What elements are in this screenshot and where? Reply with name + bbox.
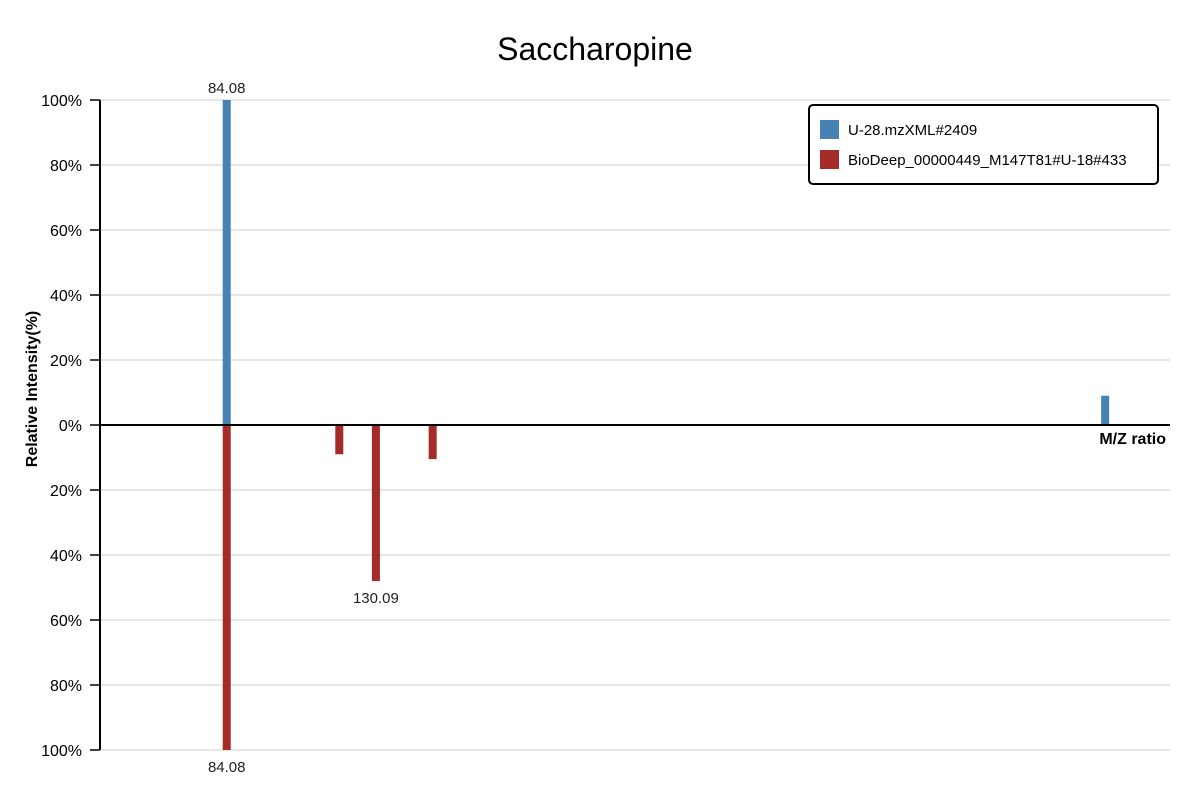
peak-bars <box>222 100 1110 750</box>
peak-bar-series-1 <box>222 100 231 425</box>
y-tick-label: 80% <box>50 678 82 695</box>
legend: U-28.mzXML#2409 BioDeep_00000449_M147T81… <box>808 104 1159 185</box>
labels: 100% 80% 60% 40% 20% 0% 20% 40% 60% 80% 100% 84.08 8… <box>41 80 399 776</box>
peak-label: 84.08 <box>208 80 246 97</box>
legend-label-series-1: U-28.mzXML#2409 <box>848 122 977 139</box>
y-tick-label: 20% <box>50 353 82 370</box>
peak-label: 84.08 <box>208 759 246 776</box>
x-axis-label: M/Z ratio <box>1099 431 1166 448</box>
y-axis-label: Relative Intensity(%) <box>24 311 41 467</box>
legend-swatch-series-2 <box>820 150 839 169</box>
peak-bar-series-2 <box>371 425 380 581</box>
legend-label-series-2: BioDeep_00000449_M147T81#U-18#433 <box>848 152 1127 169</box>
peak-bar-series-2 <box>428 425 437 460</box>
y-tick-label: 0% <box>59 418 82 435</box>
y-tick-label: 100% <box>41 93 82 110</box>
y-tick-label: 100% <box>41 743 82 760</box>
y-tick-label: 80% <box>50 158 82 175</box>
y-tick-label: 40% <box>50 288 82 305</box>
legend-box <box>808 104 1159 185</box>
y-tick-label: 60% <box>50 613 82 630</box>
peak-bar-series-2 <box>222 425 231 750</box>
legend-swatch-series-1 <box>820 120 839 139</box>
gridlines <box>100 99 1170 751</box>
y-tick-label: 20% <box>50 483 82 500</box>
peak-bar-series-1 <box>1101 395 1110 425</box>
y-tick-label: 40% <box>50 548 82 565</box>
peak-label: 130.09 <box>353 590 399 607</box>
y-tick-label: 60% <box>50 223 82 240</box>
chart-title: Saccharopine <box>497 31 693 67</box>
peak-bar-series-2 <box>335 425 344 455</box>
axes <box>90 99 1170 751</box>
